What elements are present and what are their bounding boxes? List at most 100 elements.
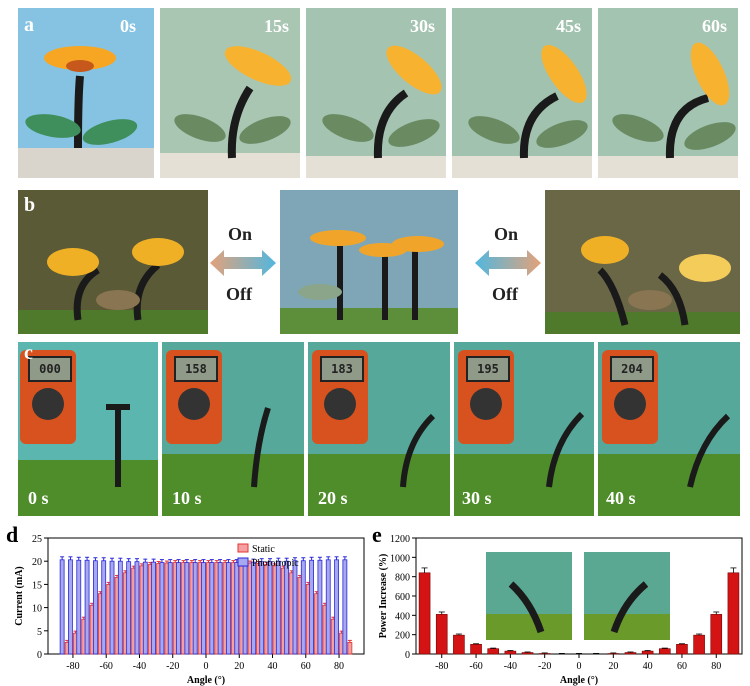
panel-e-inset-photo-left	[486, 552, 572, 640]
time-label: 0s	[120, 16, 137, 36]
chart-e-power-increase: 0 200 400 600 800 1000 1200 -80 -60 -40 -20 0 20 40 60…	[378, 534, 743, 686]
y-tick-label: 20	[32, 557, 42, 568]
x-axis-label: Angle (°)	[187, 675, 225, 686]
bar-phototropic	[201, 562, 206, 655]
y-tick-label: 25	[32, 534, 42, 545]
bar-phototropic	[117, 560, 123, 655]
legend-swatch-phototropic	[237, 557, 249, 567]
multimeter: 158	[166, 350, 222, 444]
bar-power-increase	[453, 634, 465, 655]
panel-b-photo-right	[545, 190, 740, 334]
y-axis-label: Current (mA)	[14, 566, 25, 626]
panel-b-photo-left	[18, 190, 208, 334]
y-tick-label: 0	[37, 650, 42, 661]
y-tick-label: 15	[32, 580, 42, 591]
plot-frame	[415, 537, 743, 655]
time-label: 30 s	[462, 488, 492, 508]
double-arrow-icon	[475, 250, 541, 276]
panel-d-label: d	[6, 522, 19, 547]
y-axis-label: Power Increase (%)	[378, 554, 389, 639]
bar-power-increase	[470, 644, 482, 655]
panel-a-photo-15s	[160, 8, 300, 178]
x-tick-label: 60	[677, 661, 687, 672]
bar-phototropic	[259, 561, 265, 655]
x-tick-label: -20	[166, 661, 179, 672]
x-tick-label: -60	[100, 661, 113, 672]
panel-a-photo-60s	[598, 8, 738, 178]
time-label: 30s	[410, 16, 436, 36]
panel-b-photo-center	[280, 190, 458, 334]
x-tick-label: 40	[643, 661, 653, 672]
x-tick-label: 20	[234, 661, 244, 672]
multimeter: 204	[602, 350, 658, 444]
x-tick-label: 40	[268, 661, 278, 672]
bar-phototropic	[134, 561, 140, 655]
x-tick-label: -80	[435, 661, 448, 672]
time-label: 40 s	[606, 488, 636, 508]
off-label: Off	[492, 284, 518, 304]
time-label: 20 s	[318, 488, 348, 508]
panel-a-photo-30s	[306, 8, 446, 178]
bar-phototropic	[101, 560, 107, 655]
legend-label-static: Static	[252, 544, 275, 555]
bar-power-increase	[521, 652, 534, 655]
off-label: Off	[226, 284, 252, 304]
y-tick-label: 600	[395, 592, 410, 603]
panel-b: On Off On Off b	[0, 190, 750, 336]
bar-phototropic	[226, 562, 231, 655]
bar-phototropic	[159, 562, 165, 655]
panel-a: a 0s 15s 30s 45s 60s	[0, 8, 750, 180]
bar-phototropic	[334, 559, 339, 655]
bar-static	[347, 642, 353, 655]
panel-a-photo-0s	[18, 8, 154, 178]
meter-display: 158	[174, 356, 218, 382]
bar-phototropic	[325, 559, 331, 655]
bar-power-increase	[710, 614, 723, 655]
bar-phototropic	[292, 560, 298, 655]
bar-phototropic	[217, 562, 223, 655]
x-tick-label: 0	[204, 661, 209, 672]
bar-phototropic	[275, 560, 281, 655]
x-tick-label: -20	[538, 661, 551, 672]
bar-power-increase	[727, 572, 740, 655]
bar-phototropic	[176, 562, 181, 655]
bar-phototropic	[151, 561, 157, 655]
panel-a-photo-45s	[452, 8, 592, 178]
on-label: On	[494, 224, 519, 244]
bar-phototropic	[84, 559, 90, 655]
meter-display: 195	[466, 356, 510, 382]
x-tick-label: 80	[334, 661, 344, 672]
x-tick-label: 0	[577, 661, 582, 672]
y-tick-label: 0	[405, 650, 410, 661]
meter-display: 204	[610, 356, 654, 382]
bar-phototropic	[342, 559, 348, 655]
time-label: 15s	[264, 16, 290, 36]
meter-display: 183	[320, 356, 364, 382]
bar-phototropic	[242, 561, 248, 655]
multimeter: 195	[458, 350, 514, 444]
y-tick-label: 1200	[390, 534, 410, 545]
bar-phototropic	[192, 562, 198, 655]
panel-e-inset-photo-right	[584, 552, 670, 640]
y-tick-label: 800	[395, 573, 410, 584]
bar-phototropic	[59, 559, 65, 655]
bar-phototropic	[209, 562, 215, 655]
meter-display: 000	[28, 356, 72, 382]
bar-phototropic	[267, 561, 273, 655]
bar-power-increase	[435, 614, 448, 655]
y-tick-label: 5	[37, 627, 42, 638]
panel-c-photo-30s	[454, 342, 594, 516]
legend-label-phototropic: Phototropic	[252, 558, 299, 569]
x-axis-label: Angle (°)	[560, 675, 598, 686]
bar-power-increase	[693, 634, 705, 655]
x-tick-label: -40	[133, 661, 146, 672]
panel-a-label: a	[24, 14, 34, 36]
y-tick-label: 10	[32, 604, 42, 615]
bar-power-increase	[624, 652, 637, 655]
bar-phototropic	[184, 562, 190, 655]
bar-phototropic	[109, 560, 115, 655]
multimeter: 183	[312, 350, 368, 444]
bar-power-increase	[641, 650, 654, 655]
bar-phototropic	[300, 560, 306, 655]
double-arrow-icon	[210, 250, 276, 276]
